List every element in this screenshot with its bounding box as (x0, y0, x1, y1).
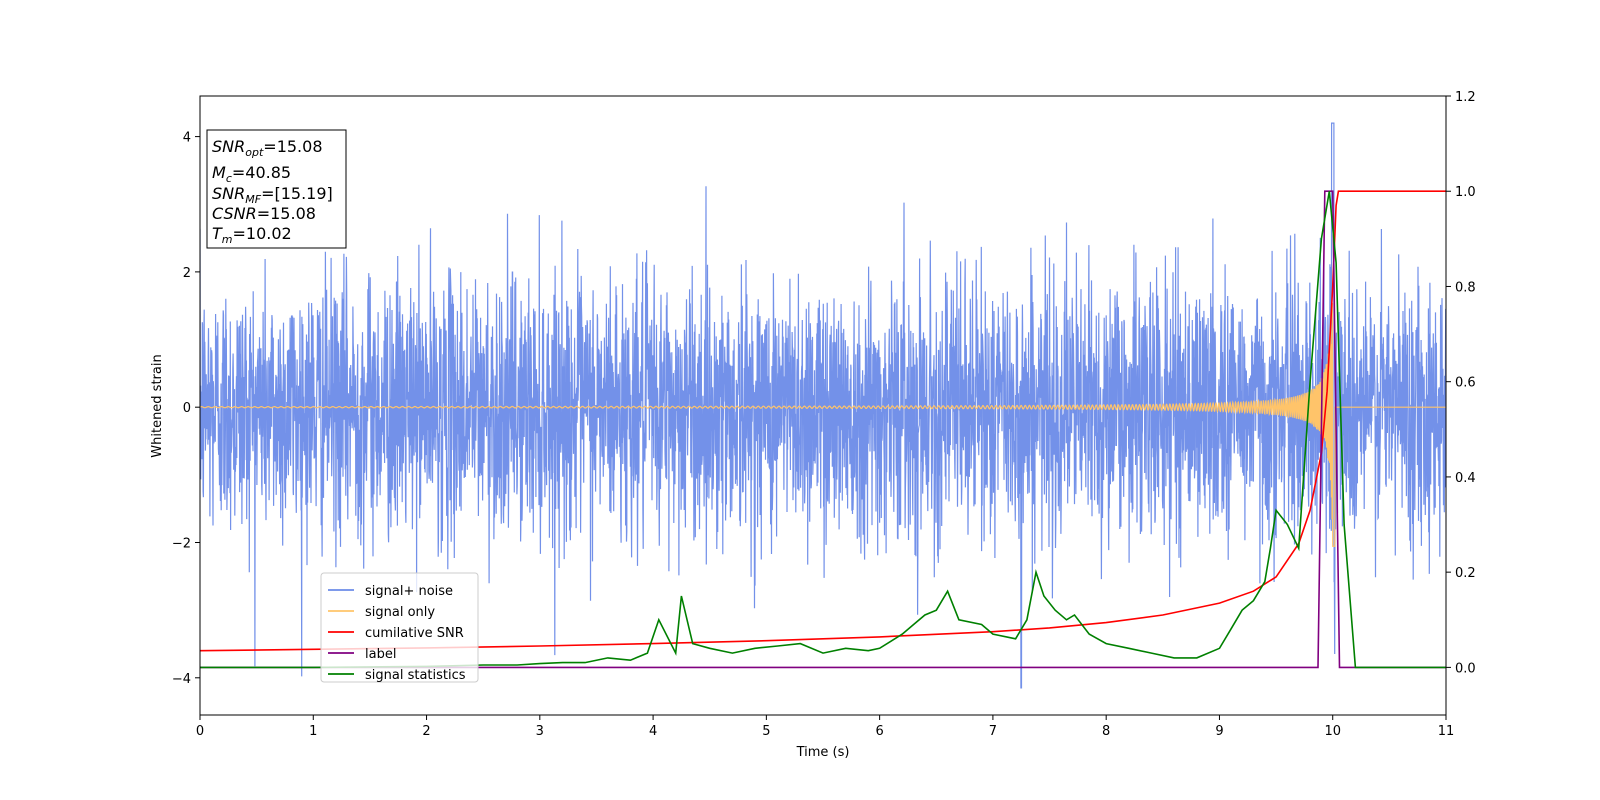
y-axis-left: −4 −2 0 2 4 (172, 131, 200, 687)
info-tm: Tm=10.02 (212, 224, 292, 246)
y-left-tick-label: 0 (183, 401, 191, 416)
y-right-tick-label: 0.2 (1455, 566, 1476, 581)
y-left-tick-label: −2 (172, 536, 191, 551)
info-box: SNRopt=15.08 Mc=40.85 SNRMF=[15.19] CSNR… (206, 129, 347, 249)
y-right-tick-label: 0.8 (1455, 280, 1476, 295)
info-snr-opt: SNRopt=15.08 (212, 137, 323, 159)
info-mc: Mc=40.85 (212, 163, 291, 185)
x-tick-label: 6 (875, 724, 883, 739)
legend: signal+ noise signal only cumilative SNR la… (320, 572, 479, 683)
x-tick-label: 10 (1324, 724, 1341, 739)
legend-label: cumilative SNR (365, 626, 464, 641)
x-tick-label: 2 (422, 724, 430, 739)
x-tick-label: 1 (309, 724, 317, 739)
x-tick-label: 8 (1102, 724, 1110, 739)
info-box-frame (206, 129, 347, 249)
plot-area (200, 122, 1446, 689)
x-tick-label: 4 (649, 724, 657, 739)
y-left-tick-label: 4 (183, 131, 191, 146)
x-tick-label: 5 (762, 724, 770, 739)
y-right-tick-label: 1.2 (1455, 90, 1476, 105)
y-left-tick-label: −4 (172, 672, 191, 687)
y-axis-right: 0.0 0.2 0.4 0.6 0.8 1.0 1.2 (1446, 90, 1476, 676)
x-tick-label: 7 (989, 724, 997, 739)
legend-frame (320, 572, 479, 683)
info-csnr: CSNR=15.08 (212, 204, 316, 223)
y-left-tick-label: 2 (183, 266, 191, 281)
info-snr-mf: SNRMF=[15.19] (212, 184, 333, 206)
y-right-tick-label: 0.0 (1455, 661, 1476, 676)
x-tick-label: 9 (1215, 724, 1223, 739)
legend-label: label (365, 647, 396, 662)
plot-frame (199, 95, 1447, 716)
x-axis: 0 1 2 3 4 5 6 7 8 9 10 11 (196, 715, 1454, 739)
series-signal-only (200, 303, 1446, 547)
x-axis-label: Time (s) (796, 745, 850, 760)
series-cumulative-snr (200, 190, 1446, 652)
x-tick-label: 11 (1438, 724, 1455, 739)
y-right-tick-label: 1.0 (1455, 185, 1476, 200)
y-right-tick-label: 0.6 (1455, 376, 1476, 391)
series-signal-statistics (200, 191, 1446, 669)
x-tick-label: 0 (196, 724, 204, 739)
y-right-tick-label: 0.4 (1455, 471, 1476, 486)
y-axis-left-label: Whitened strain (150, 354, 165, 457)
legend-label: signal only (365, 605, 435, 620)
legend-label: signal statistics (365, 668, 466, 683)
legend-label: signal+ noise (365, 584, 453, 599)
x-tick-label: 3 (536, 724, 544, 739)
